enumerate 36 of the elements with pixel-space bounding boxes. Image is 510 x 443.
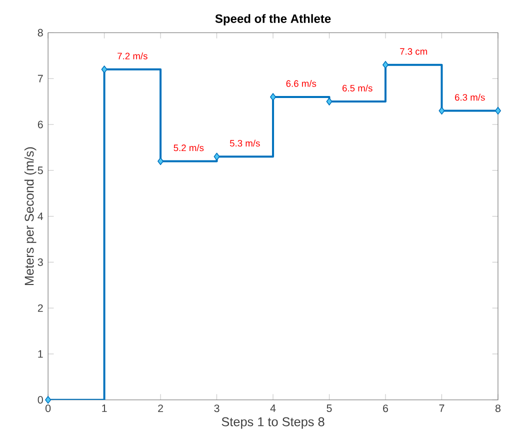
point (158, 157, 164, 165)
x-axis-title: Steps 1 to Steps 8 (222, 417, 324, 429)
y-tick-label: 1 (38, 350, 43, 358)
x-tick-label: 8 (495, 404, 500, 412)
point (101, 65, 108, 74)
annotation: 6.3 m/s (455, 94, 485, 101)
y-tick-label: 7 (38, 74, 43, 82)
x-tick-label: 2 (158, 404, 163, 412)
x-tick-label: 7 (439, 404, 444, 412)
x-tick-label: 0 (46, 404, 51, 412)
y-tick-label: 8 (38, 28, 43, 36)
x-tick-label: 5 (326, 404, 332, 412)
annotation: 6.6 m/s (286, 80, 316, 87)
x-tick-label: 3 (214, 404, 220, 412)
point (494, 106, 501, 114)
y-tick-label: 2 (38, 304, 43, 312)
x-tick-label: 4 (270, 404, 276, 412)
point (326, 98, 332, 106)
point (438, 106, 445, 114)
annotation: 5.2 m/s (174, 144, 204, 152)
y-tick-label: 5 (38, 166, 43, 174)
x-tick-label: 1 (102, 404, 107, 412)
point (270, 92, 276, 101)
annotation: 7.3 cm (400, 48, 428, 55)
point (45, 396, 52, 404)
chart-title: Speed of the Athlete (215, 14, 331, 26)
y-tick-label: 3 (38, 258, 43, 266)
annotation: 7.2 m/s (118, 52, 148, 60)
annotation: 6.5 m/s (342, 84, 372, 92)
annotation: 5.3 m/s (230, 140, 260, 146)
y-tick-label: 6 (38, 120, 43, 128)
x-tick-label: 6 (383, 404, 388, 412)
y-tick-label: 0 (38, 396, 43, 404)
y-axis-title: Meters per Second (m/s) (24, 147, 36, 285)
y-tick-label: 4 (38, 212, 44, 220)
point (214, 152, 220, 160)
